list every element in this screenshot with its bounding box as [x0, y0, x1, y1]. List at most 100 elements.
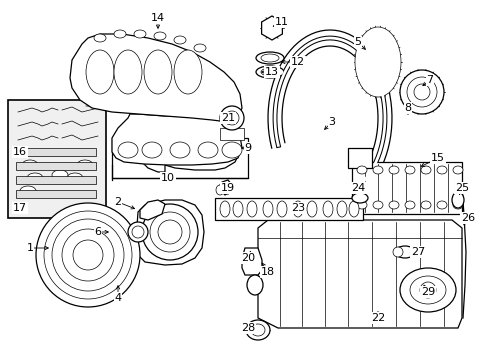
Ellipse shape — [250, 324, 264, 336]
Ellipse shape — [194, 44, 205, 52]
Ellipse shape — [77, 160, 93, 170]
Ellipse shape — [436, 201, 446, 209]
Text: 2: 2 — [114, 197, 122, 207]
Ellipse shape — [114, 30, 126, 38]
Polygon shape — [258, 220, 461, 328]
Ellipse shape — [118, 142, 138, 158]
Ellipse shape — [132, 226, 143, 238]
Ellipse shape — [232, 201, 243, 217]
Text: 19: 19 — [221, 183, 235, 193]
Ellipse shape — [246, 275, 263, 295]
Bar — [16, 162, 96, 170]
Ellipse shape — [143, 50, 172, 94]
Ellipse shape — [420, 201, 430, 209]
Ellipse shape — [372, 166, 382, 174]
Ellipse shape — [154, 32, 165, 40]
Ellipse shape — [388, 201, 398, 209]
Ellipse shape — [348, 201, 358, 217]
Ellipse shape — [451, 192, 463, 208]
Text: 12: 12 — [290, 57, 305, 67]
Ellipse shape — [276, 201, 286, 217]
Text: 4: 4 — [114, 293, 122, 303]
Ellipse shape — [392, 247, 402, 257]
Text: 20: 20 — [241, 253, 255, 263]
Ellipse shape — [452, 166, 462, 174]
Text: 23: 23 — [290, 203, 305, 213]
Text: 8: 8 — [404, 103, 411, 113]
Ellipse shape — [419, 282, 435, 298]
Ellipse shape — [36, 203, 140, 307]
Ellipse shape — [336, 201, 346, 217]
Ellipse shape — [86, 50, 114, 94]
Ellipse shape — [216, 185, 224, 195]
Ellipse shape — [94, 34, 106, 42]
Text: 1: 1 — [26, 243, 34, 253]
Ellipse shape — [220, 106, 244, 130]
Text: 14: 14 — [151, 13, 165, 23]
Text: 18: 18 — [261, 267, 274, 277]
Ellipse shape — [372, 201, 382, 209]
Ellipse shape — [220, 201, 229, 217]
Ellipse shape — [62, 229, 114, 281]
Ellipse shape — [27, 173, 43, 183]
Ellipse shape — [222, 142, 242, 158]
Ellipse shape — [134, 30, 146, 38]
Ellipse shape — [356, 166, 366, 174]
Ellipse shape — [436, 166, 446, 174]
Ellipse shape — [150, 212, 190, 252]
Ellipse shape — [44, 211, 132, 299]
Ellipse shape — [261, 54, 279, 62]
Ellipse shape — [306, 201, 316, 217]
Text: 10: 10 — [161, 173, 175, 183]
Polygon shape — [70, 34, 242, 122]
Ellipse shape — [174, 50, 202, 94]
Ellipse shape — [256, 66, 284, 78]
Text: 9: 9 — [244, 143, 251, 153]
Ellipse shape — [406, 77, 436, 107]
Text: 16: 16 — [13, 147, 27, 157]
Ellipse shape — [67, 173, 83, 183]
Ellipse shape — [388, 166, 398, 174]
Ellipse shape — [128, 222, 148, 242]
Bar — [16, 148, 96, 156]
Text: 25: 25 — [454, 183, 468, 193]
Ellipse shape — [261, 68, 279, 76]
Polygon shape — [136, 200, 203, 265]
Ellipse shape — [246, 201, 257, 217]
Ellipse shape — [323, 201, 332, 217]
Ellipse shape — [263, 201, 272, 217]
Ellipse shape — [399, 268, 455, 312]
Ellipse shape — [357, 30, 397, 94]
Text: 22: 22 — [370, 313, 385, 323]
Polygon shape — [140, 200, 164, 220]
Ellipse shape — [404, 201, 414, 209]
Ellipse shape — [245, 320, 269, 340]
Text: 3: 3 — [328, 117, 335, 127]
Bar — [16, 176, 96, 184]
Text: 26: 26 — [460, 213, 474, 223]
Text: 6: 6 — [94, 227, 102, 237]
Ellipse shape — [174, 36, 185, 44]
Ellipse shape — [73, 240, 103, 270]
Text: 15: 15 — [430, 153, 444, 163]
Polygon shape — [261, 16, 282, 40]
Text: 11: 11 — [274, 17, 288, 27]
Ellipse shape — [198, 142, 218, 158]
Text: 24: 24 — [350, 183, 365, 193]
Bar — [351, 162, 461, 214]
Text: 28: 28 — [241, 323, 255, 333]
Polygon shape — [242, 248, 262, 275]
Ellipse shape — [292, 201, 303, 217]
Polygon shape — [140, 120, 240, 172]
Ellipse shape — [52, 170, 68, 180]
Ellipse shape — [224, 111, 239, 125]
Ellipse shape — [351, 193, 367, 203]
Text: 7: 7 — [426, 75, 433, 85]
Ellipse shape — [356, 201, 366, 209]
Ellipse shape — [409, 276, 445, 304]
Ellipse shape — [22, 160, 38, 170]
Ellipse shape — [452, 201, 462, 209]
Bar — [16, 190, 96, 198]
Text: 5: 5 — [354, 37, 361, 47]
Ellipse shape — [142, 204, 198, 260]
